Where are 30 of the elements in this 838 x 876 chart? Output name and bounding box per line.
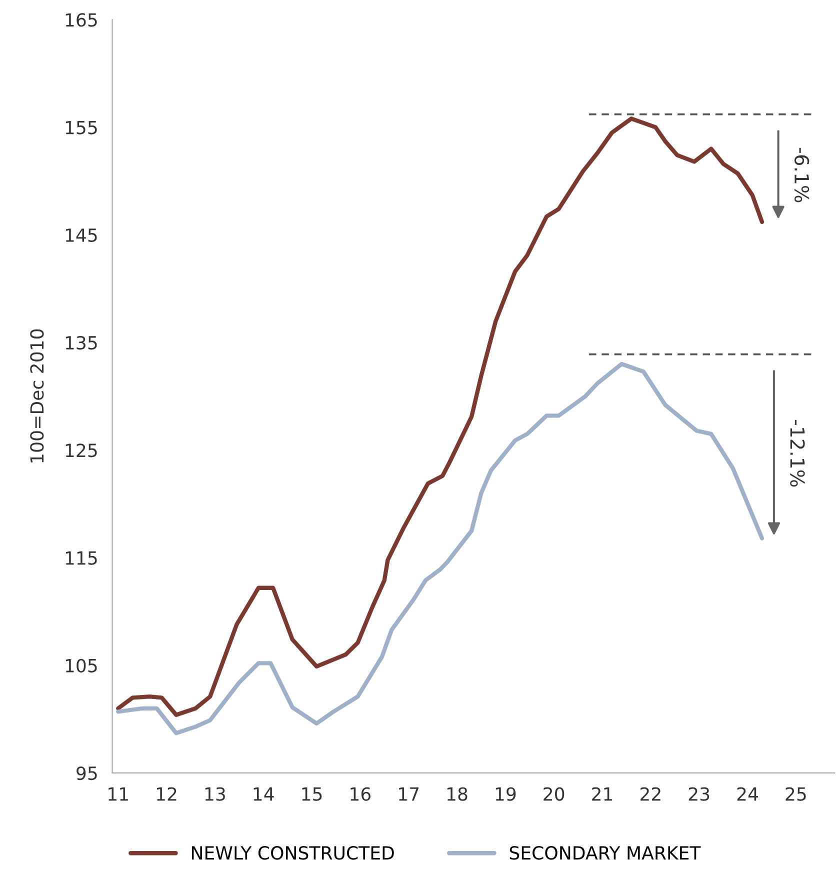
line-series [116, 116, 764, 717]
x-tick-label: 18 [448, 787, 468, 801]
x-tick-label: 16 [350, 787, 371, 801]
x-tick-label: 14 [254, 787, 274, 801]
x-tick-label: 15 [302, 787, 322, 801]
y-tick-label: 165 [66, 13, 97, 27]
x-tick-label: 22 [640, 787, 660, 801]
x-tick-label: 17 [399, 787, 419, 801]
y-tick-label: 125 [66, 444, 97, 458]
annotation: -6.1% [794, 148, 810, 202]
x-tick-label: 12 [157, 787, 176, 801]
x-tick-label: 25 [786, 787, 806, 801]
y-tick-label: 95 [76, 766, 97, 780]
y-tick-label: 145 [66, 228, 97, 242]
x-tick-label: 19 [496, 787, 516, 801]
x-tick-label: 13 [205, 787, 225, 801]
line-series [116, 362, 764, 736]
x-tick-label: 23 [688, 787, 710, 801]
legend-label: SECONDARY MARKET [510, 846, 701, 860]
legend-label: NEWLY CONSTRUCTED [192, 846, 394, 860]
x-tick-label: 24 [737, 787, 758, 801]
y-tick-label: 135 [66, 336, 97, 350]
y-tick-label: 115 [66, 551, 97, 565]
x-tick-label: 20 [544, 787, 564, 801]
y-axis-title: 100=Dec 2010 [30, 329, 44, 462]
annotation: -12.1% [790, 420, 805, 487]
y-tick-label: 155 [66, 120, 97, 134]
y-tick-label: 105 [66, 658, 97, 672]
x-tick-label: 11 [108, 787, 128, 801]
x-tick-label: 21 [592, 787, 612, 801]
